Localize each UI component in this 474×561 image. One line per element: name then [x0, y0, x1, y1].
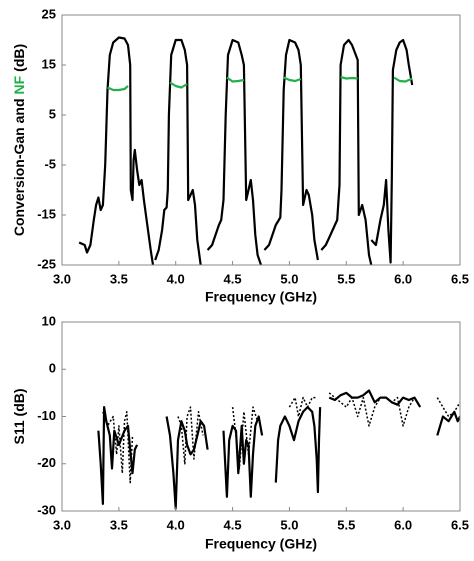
series-line — [370, 38, 414, 264]
y-tick-label: 0 — [49, 361, 56, 376]
y-axis-label: S11 (dB) — [11, 388, 27, 444]
x-tick-label: 5.0 — [280, 271, 298, 286]
x-tick-label: 5.5 — [337, 517, 355, 532]
x-tick-label: 4.0 — [167, 271, 185, 286]
y-tick-label: 15 — [42, 56, 56, 71]
series-line — [231, 406, 259, 470]
series-line — [274, 406, 322, 494]
x-axis-label: Frequency (GHz) — [205, 289, 317, 305]
series-line — [436, 410, 460, 436]
x-tick-label: 6.0 — [394, 517, 412, 532]
series-line — [226, 76, 245, 83]
y-tick-label: -10 — [37, 408, 56, 423]
series-line — [340, 75, 358, 80]
x-tick-label: 4.5 — [224, 517, 242, 532]
x-tick-label: 6.0 — [394, 271, 412, 286]
x-tick-label: 3.0 — [53, 517, 71, 532]
series-line — [328, 389, 422, 408]
series-line — [102, 411, 134, 484]
x-tick-label: 6.5 — [451, 271, 469, 286]
y-axis-label-part: S11 (dB) — [11, 388, 27, 444]
series-line — [78, 36, 155, 265]
series-line — [177, 406, 204, 465]
y-axis-label-part: Conversion-Gan and — [11, 98, 27, 236]
y-axis-label-part: (dB) — [11, 44, 27, 72]
y-tick-label: -5 — [44, 156, 56, 171]
series-line — [154, 38, 202, 265]
x-tick-label: 3.0 — [53, 271, 71, 286]
y-tick-label: -20 — [37, 455, 56, 470]
plot-frame — [61, 321, 461, 512]
series-line — [320, 38, 373, 265]
series-line — [328, 392, 416, 427]
y-tick-label: -15 — [37, 206, 56, 221]
x-tick-label: 3.5 — [110, 517, 128, 532]
y-axis-label: Conversion-Gan and NF (dB) — [11, 44, 27, 236]
series-line — [222, 415, 264, 498]
y-tick-label: 5 — [49, 106, 56, 121]
plot-frame — [61, 14, 461, 266]
series-line — [165, 416, 209, 510]
x-tick-label: 6.5 — [451, 517, 469, 532]
y-tick-label: -30 — [37, 502, 56, 517]
y-tick-label: -25 — [37, 256, 56, 271]
plot-area — [78, 36, 414, 265]
y-tick-label: 10 — [42, 313, 56, 328]
series-line — [169, 81, 188, 89]
series-line — [283, 76, 302, 83]
x-tick-label: 5.0 — [280, 517, 298, 532]
x-tick-label: 4.5 — [224, 271, 242, 286]
series-line — [97, 406, 139, 505]
series-line — [263, 38, 319, 261]
x-axis-label: Frequency (GHz) — [205, 536, 317, 552]
series-line — [107, 85, 129, 92]
series-line — [436, 397, 460, 418]
x-tick-label: 5.5 — [337, 271, 355, 286]
plot-area — [97, 389, 460, 510]
x-tick-label: 4.0 — [167, 517, 185, 532]
series-line — [393, 76, 413, 83]
series-line — [206, 38, 263, 265]
series-line — [288, 396, 317, 418]
y-tick-label: 25 — [42, 6, 56, 21]
x-tick-label: 3.5 — [110, 271, 128, 286]
y-axis-label-part: NF — [11, 75, 27, 94]
